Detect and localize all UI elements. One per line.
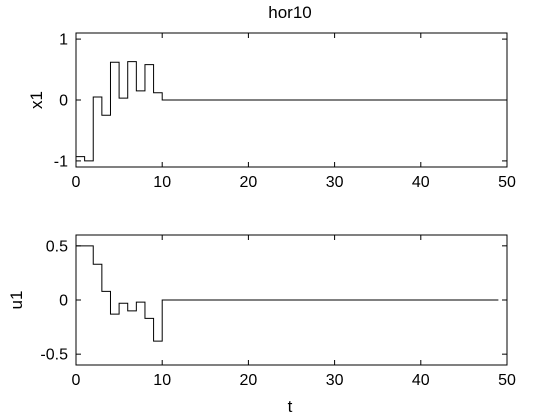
chart-title: hor10 [268, 3, 311, 22]
bottom-y-tick-label: 0 [59, 293, 68, 310]
bottom-subplot: u1 t 0 10 20 30 40 50-0.500.5 [7, 234, 516, 416]
bottom-x-tick-label: 40 [412, 372, 430, 389]
bottom-x-tick-label: 0 [72, 372, 81, 389]
top-x-tick-label: 0 [72, 174, 81, 191]
top-x-tick-label: 40 [412, 174, 430, 191]
top-x-tick-label: 30 [326, 174, 344, 191]
top-y-axis-label: x1 [27, 91, 46, 109]
top-x-tick-label: 50 [498, 174, 516, 191]
top-y-tick-label: 0 [59, 93, 68, 110]
bottom-x-tick-label: 30 [326, 372, 344, 389]
bottom-x-tick-label: 50 [498, 372, 516, 389]
x-axis-label: t [288, 397, 293, 416]
top-data-layer [76, 61, 507, 162]
top-y-tick-label: 1 [59, 32, 68, 49]
top-series-line [76, 61, 507, 162]
top-subplot: x1 0 10 20 30 40 50-101 [27, 32, 516, 191]
top-x-tick-label: 20 [240, 174, 258, 191]
bottom-series-line [76, 245, 499, 342]
bottom-y-axis-label: u1 [7, 291, 26, 310]
bottom-y-tick-label: -0.5 [40, 347, 68, 364]
bottom-axis-ticks: 0 10 20 30 40 50-0.500.5 [40, 235, 516, 389]
top-x-tick-label: 10 [153, 174, 171, 191]
bottom-y-tick-label: 0.5 [46, 238, 68, 255]
bottom-x-tick-label: 20 [240, 372, 258, 389]
top-y-tick-label: -1 [54, 153, 68, 170]
bottom-x-tick-label: 10 [153, 372, 171, 389]
top-axis-ticks: 0 10 20 30 40 50-101 [54, 32, 516, 191]
bottom-data-layer [76, 245, 499, 342]
